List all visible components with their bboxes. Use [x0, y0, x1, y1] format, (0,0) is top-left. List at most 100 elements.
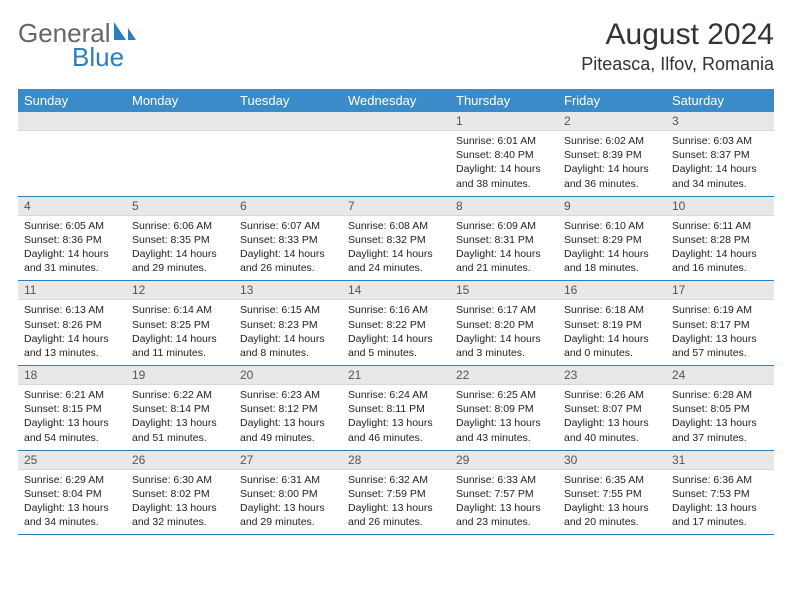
- day-content: Sunrise: 6:33 AMSunset: 7:57 PMDaylight:…: [450, 470, 558, 535]
- day-content: Sunrise: 6:22 AMSunset: 8:14 PMDaylight:…: [126, 385, 234, 450]
- calendar-day-cell: 30Sunrise: 6:35 AMSunset: 7:55 PMDayligh…: [558, 450, 666, 535]
- day-number: 22: [450, 366, 558, 385]
- day-content: Sunrise: 6:30 AMSunset: 8:02 PMDaylight:…: [126, 470, 234, 535]
- calendar-day-cell: 1Sunrise: 6:01 AMSunset: 8:40 PMDaylight…: [450, 112, 558, 196]
- daylight-line: Daylight: 13 hours and 32 minutes.: [132, 501, 228, 529]
- sunrise-line: Sunrise: 6:02 AM: [564, 134, 660, 148]
- sunset-line: Sunset: 8:32 PM: [348, 233, 444, 247]
- day-content: Sunrise: 6:01 AMSunset: 8:40 PMDaylight:…: [450, 131, 558, 196]
- daylight-line: Daylight: 13 hours and 54 minutes.: [24, 416, 120, 444]
- sunset-line: Sunset: 8:33 PM: [240, 233, 336, 247]
- daylight-line: Daylight: 14 hours and 11 minutes.: [132, 332, 228, 360]
- day-number: 17: [666, 281, 774, 300]
- sunset-line: Sunset: 8:14 PM: [132, 402, 228, 416]
- day-number: 6: [234, 197, 342, 216]
- day-number: 10: [666, 197, 774, 216]
- calendar-day-cell: 22Sunrise: 6:25 AMSunset: 8:09 PMDayligh…: [450, 366, 558, 451]
- location-text: Piteasca, Ilfov, Romania: [581, 54, 774, 75]
- sunset-line: Sunset: 8:04 PM: [24, 487, 120, 501]
- day-number: 15: [450, 281, 558, 300]
- calendar-day-cell: 24Sunrise: 6:28 AMSunset: 8:05 PMDayligh…: [666, 366, 774, 451]
- sunrise-line: Sunrise: 6:25 AM: [456, 388, 552, 402]
- calendar-week-row: 11Sunrise: 6:13 AMSunset: 8:26 PMDayligh…: [18, 281, 774, 366]
- calendar-day-cell: 23Sunrise: 6:26 AMSunset: 8:07 PMDayligh…: [558, 366, 666, 451]
- day-content: Sunrise: 6:19 AMSunset: 8:17 PMDaylight:…: [666, 300, 774, 365]
- day-content: Sunrise: 6:14 AMSunset: 8:25 PMDaylight:…: [126, 300, 234, 365]
- daylight-line: Daylight: 14 hours and 26 minutes.: [240, 247, 336, 275]
- sunrise-line: Sunrise: 6:24 AM: [348, 388, 444, 402]
- day-number: 18: [18, 366, 126, 385]
- day-content: Sunrise: 6:02 AMSunset: 8:39 PMDaylight:…: [558, 131, 666, 196]
- sunset-line: Sunset: 8:12 PM: [240, 402, 336, 416]
- sunset-line: Sunset: 8:31 PM: [456, 233, 552, 247]
- sunrise-line: Sunrise: 6:23 AM: [240, 388, 336, 402]
- day-number: [18, 112, 126, 131]
- sunset-line: Sunset: 7:59 PM: [348, 487, 444, 501]
- daylight-line: Daylight: 13 hours and 20 minutes.: [564, 501, 660, 529]
- calendar-day-cell: 19Sunrise: 6:22 AMSunset: 8:14 PMDayligh…: [126, 366, 234, 451]
- calendar-body: 1Sunrise: 6:01 AMSunset: 8:40 PMDaylight…: [18, 112, 774, 535]
- daylight-line: Daylight: 13 hours and 49 minutes.: [240, 416, 336, 444]
- sunset-line: Sunset: 8:17 PM: [672, 318, 768, 332]
- sunrise-line: Sunrise: 6:21 AM: [24, 388, 120, 402]
- day-content: [18, 131, 126, 193]
- sunrise-line: Sunrise: 6:28 AM: [672, 388, 768, 402]
- day-content: Sunrise: 6:05 AMSunset: 8:36 PMDaylight:…: [18, 216, 126, 281]
- day-content: Sunrise: 6:17 AMSunset: 8:20 PMDaylight:…: [450, 300, 558, 365]
- day-number: 25: [18, 451, 126, 470]
- day-content: Sunrise: 6:16 AMSunset: 8:22 PMDaylight:…: [342, 300, 450, 365]
- daylight-line: Daylight: 14 hours and 13 minutes.: [24, 332, 120, 360]
- calendar-day-cell: [126, 112, 234, 196]
- daylight-line: Daylight: 13 hours and 57 minutes.: [672, 332, 768, 360]
- sunrise-line: Sunrise: 6:03 AM: [672, 134, 768, 148]
- sunset-line: Sunset: 8:40 PM: [456, 148, 552, 162]
- day-content: Sunrise: 6:09 AMSunset: 8:31 PMDaylight:…: [450, 216, 558, 281]
- day-content: Sunrise: 6:06 AMSunset: 8:35 PMDaylight:…: [126, 216, 234, 281]
- daylight-line: Daylight: 14 hours and 38 minutes.: [456, 162, 552, 190]
- day-number: 21: [342, 366, 450, 385]
- day-number: 16: [558, 281, 666, 300]
- day-content: Sunrise: 6:08 AMSunset: 8:32 PMDaylight:…: [342, 216, 450, 281]
- day-number: 5: [126, 197, 234, 216]
- calendar-day-cell: 28Sunrise: 6:32 AMSunset: 7:59 PMDayligh…: [342, 450, 450, 535]
- sunset-line: Sunset: 8:07 PM: [564, 402, 660, 416]
- day-number: 7: [342, 197, 450, 216]
- sunset-line: Sunset: 8:22 PM: [348, 318, 444, 332]
- sunrise-line: Sunrise: 6:18 AM: [564, 303, 660, 317]
- sunrise-line: Sunrise: 6:31 AM: [240, 473, 336, 487]
- calendar-day-cell: 14Sunrise: 6:16 AMSunset: 8:22 PMDayligh…: [342, 281, 450, 366]
- daylight-line: Daylight: 14 hours and 21 minutes.: [456, 247, 552, 275]
- sunrise-line: Sunrise: 6:26 AM: [564, 388, 660, 402]
- day-content: Sunrise: 6:11 AMSunset: 8:28 PMDaylight:…: [666, 216, 774, 281]
- daylight-line: Daylight: 13 hours and 51 minutes.: [132, 416, 228, 444]
- day-content: Sunrise: 6:23 AMSunset: 8:12 PMDaylight:…: [234, 385, 342, 450]
- calendar-day-cell: 3Sunrise: 6:03 AMSunset: 8:37 PMDaylight…: [666, 112, 774, 196]
- day-content: Sunrise: 6:29 AMSunset: 8:04 PMDaylight:…: [18, 470, 126, 535]
- sunrise-line: Sunrise: 6:29 AM: [24, 473, 120, 487]
- sunrise-line: Sunrise: 6:11 AM: [672, 219, 768, 233]
- sunset-line: Sunset: 8:28 PM: [672, 233, 768, 247]
- day-number: 8: [450, 197, 558, 216]
- calendar-day-cell: [234, 112, 342, 196]
- calendar-day-cell: [342, 112, 450, 196]
- sunset-line: Sunset: 8:15 PM: [24, 402, 120, 416]
- day-number: 26: [126, 451, 234, 470]
- calendar-day-cell: 27Sunrise: 6:31 AMSunset: 8:00 PMDayligh…: [234, 450, 342, 535]
- calendar-day-cell: 15Sunrise: 6:17 AMSunset: 8:20 PMDayligh…: [450, 281, 558, 366]
- calendar-day-cell: 13Sunrise: 6:15 AMSunset: 8:23 PMDayligh…: [234, 281, 342, 366]
- weekday-header: Monday: [126, 89, 234, 112]
- day-number: 31: [666, 451, 774, 470]
- day-number: 14: [342, 281, 450, 300]
- day-number: 13: [234, 281, 342, 300]
- day-content: Sunrise: 6:25 AMSunset: 8:09 PMDaylight:…: [450, 385, 558, 450]
- sunrise-line: Sunrise: 6:14 AM: [132, 303, 228, 317]
- sunset-line: Sunset: 8:26 PM: [24, 318, 120, 332]
- calendar-day-cell: 11Sunrise: 6:13 AMSunset: 8:26 PMDayligh…: [18, 281, 126, 366]
- calendar-day-cell: 2Sunrise: 6:02 AMSunset: 8:39 PMDaylight…: [558, 112, 666, 196]
- daylight-line: Daylight: 14 hours and 29 minutes.: [132, 247, 228, 275]
- weekday-header: Sunday: [18, 89, 126, 112]
- calendar-table: SundayMondayTuesdayWednesdayThursdayFrid…: [18, 89, 774, 535]
- sunset-line: Sunset: 8:09 PM: [456, 402, 552, 416]
- day-content: Sunrise: 6:26 AMSunset: 8:07 PMDaylight:…: [558, 385, 666, 450]
- sunrise-line: Sunrise: 6:01 AM: [456, 134, 552, 148]
